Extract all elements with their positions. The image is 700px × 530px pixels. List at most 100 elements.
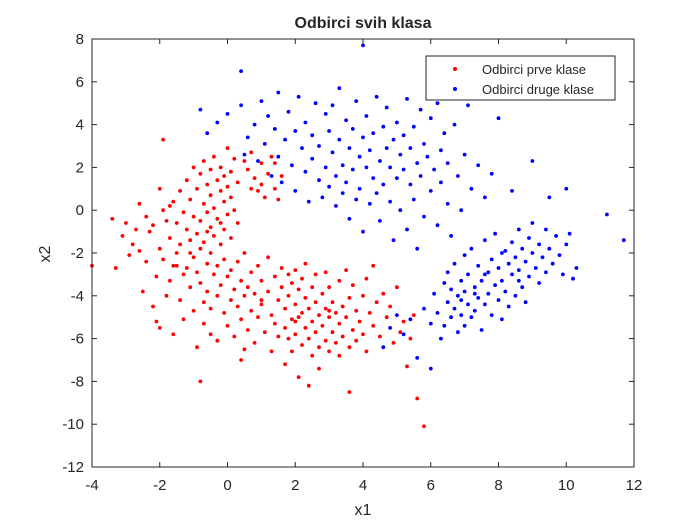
data-point-series-1-178	[313, 300, 318, 305]
data-point-series-1-121	[249, 186, 254, 191]
x-tick-label--4: -4	[85, 477, 98, 494]
data-point-series-1-36	[178, 242, 183, 247]
data-point-series-1-225	[398, 330, 403, 335]
data-point-series-1-204	[347, 296, 352, 300]
data-point-series-1-223	[391, 341, 396, 345]
data-point-series-2-9	[252, 122, 257, 127]
data-point-series-2-33	[317, 144, 321, 148]
data-point-series-1-168	[300, 276, 304, 281]
data-point-series-2-125	[428, 366, 433, 371]
data-point-series-1-111	[239, 358, 244, 362]
data-point-series-2-177	[506, 304, 511, 309]
data-point-series-2-184	[520, 285, 525, 290]
data-point-series-2-204	[567, 231, 572, 236]
data-point-series-1-39	[181, 210, 186, 215]
data-point-series-2-186	[523, 259, 528, 264]
legend: Odbirci prve klase Odbirci druge klase	[425, 55, 616, 101]
data-point-series-2-138	[442, 323, 447, 328]
data-point-series-1-57	[198, 219, 203, 223]
data-point-series-2-26	[303, 169, 308, 174]
data-point-series-2-190	[530, 251, 535, 255]
data-point-series-1-81	[215, 263, 220, 268]
data-point-series-1-37	[178, 298, 183, 302]
data-point-series-2-87	[408, 182, 413, 187]
data-point-series-2-78	[395, 176, 399, 181]
data-point-series-2-158	[476, 263, 481, 268]
data-point-series-2-36	[323, 165, 328, 170]
data-point-series-2-148	[459, 313, 464, 317]
data-point-series-2-191	[530, 221, 535, 225]
data-point-series-2-92	[418, 107, 423, 112]
data-point-series-1-190	[327, 349, 331, 354]
x-axis-label: x1	[355, 502, 372, 519]
data-point-series-2-60	[364, 165, 369, 170]
data-point-series-2-140	[445, 270, 450, 275]
data-point-series-1-115	[242, 293, 247, 298]
data-point-series-2-155	[469, 246, 474, 251]
data-point-series-2-173	[500, 317, 504, 322]
legend-label-series-2: Odbirci druge klase	[482, 82, 594, 97]
data-point-series-2-147	[459, 278, 464, 283]
data-point-series-2-5	[239, 69, 244, 73]
data-point-series-1-231	[422, 424, 426, 429]
data-point-series-2-179	[510, 272, 514, 277]
data-point-series-2-139	[445, 300, 450, 305]
data-point-series-1-61	[201, 159, 206, 163]
data-point-series-1-221	[384, 315, 389, 320]
data-point-series-1-219	[378, 334, 382, 339]
data-point-series-2-62	[367, 201, 372, 206]
chart-title: Odbirci svih klasa	[295, 15, 432, 32]
data-point-series-2-194	[537, 281, 541, 285]
plot-area	[90, 43, 626, 429]
data-point-series-2-104	[442, 131, 447, 136]
data-point-series-2-31	[313, 101, 318, 106]
data-point-series-2-208	[472, 291, 477, 296]
data-point-series-1-148	[279, 174, 284, 178]
data-point-series-1-179	[313, 330, 318, 335]
data-point-series-2-168	[493, 283, 497, 287]
data-point-series-2-21	[290, 163, 294, 168]
data-point-series-1-66	[205, 210, 210, 215]
data-point-series-1-180	[313, 272, 318, 277]
data-point-series-1-38	[181, 272, 186, 277]
data-point-series-1-138	[266, 289, 270, 294]
data-point-series-2-171	[496, 266, 501, 270]
data-point-series-1-157	[290, 281, 294, 285]
data-point-series-1-229	[411, 313, 416, 317]
data-point-series-1-98	[229, 195, 233, 200]
data-point-series-2-30	[310, 156, 315, 161]
data-point-series-1-11	[140, 289, 145, 294]
legend-marker-series-2	[453, 87, 457, 91]
data-point-series-2-27	[303, 120, 308, 125]
data-point-series-1-96	[225, 274, 230, 279]
data-point-series-1-17	[154, 319, 159, 324]
legend-marker-series-1	[453, 67, 457, 71]
data-point-series-1-120	[249, 150, 254, 155]
data-point-series-1-235	[171, 263, 176, 268]
data-point-series-1-147	[276, 334, 281, 339]
data-point-series-2-207	[500, 251, 504, 255]
data-point-series-1-224	[395, 285, 399, 290]
data-point-series-2-71	[381, 182, 386, 187]
data-point-series-1-214	[364, 349, 369, 354]
data-point-series-1-56	[198, 171, 203, 176]
data-point-series-2-8	[245, 135, 250, 140]
data-point-series-2-95	[422, 214, 426, 219]
data-point-series-1-32	[174, 251, 179, 255]
data-point-series-2-116	[489, 171, 494, 176]
data-point-series-1-205	[347, 345, 352, 350]
data-point-series-2-57	[361, 43, 365, 48]
x-tick-label--2: -2	[153, 477, 166, 494]
data-point-series-2-117	[496, 116, 501, 121]
data-point-series-1-163	[296, 287, 301, 292]
data-point-series-2-154	[469, 315, 474, 320]
data-point-series-2-134	[432, 291, 436, 296]
data-point-series-2-6	[239, 103, 244, 108]
data-point-series-1-226	[401, 319, 406, 324]
data-point-series-1-167	[300, 343, 304, 347]
data-point-series-1-237	[293, 319, 298, 324]
data-point-series-1-19	[157, 186, 162, 191]
data-point-series-2-135	[435, 311, 440, 315]
data-point-series-1-33	[174, 263, 179, 268]
y-tick-label--4: -4	[71, 288, 84, 305]
